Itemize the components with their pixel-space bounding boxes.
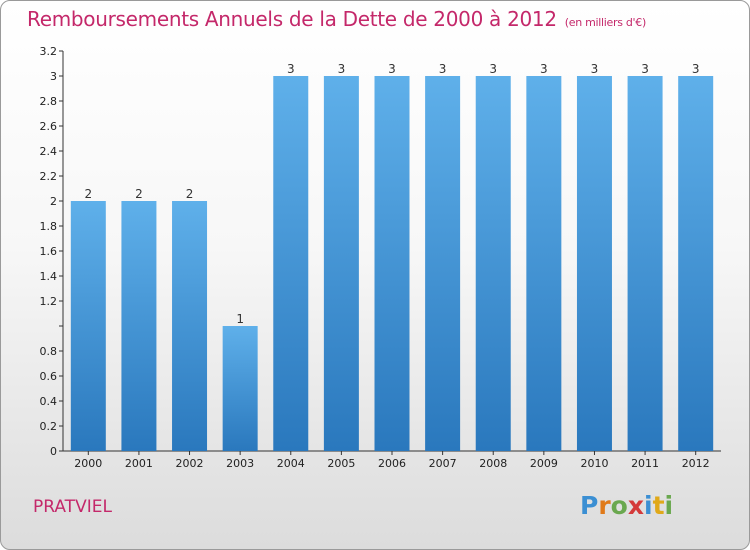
x-tick-label: 2010 xyxy=(580,457,608,470)
bar xyxy=(70,201,106,451)
bar xyxy=(172,201,208,451)
bar-value-label: 3 xyxy=(388,62,396,76)
y-tick-label: 1.4 xyxy=(40,270,58,283)
y-tick-label: 2.8 xyxy=(40,95,58,108)
bar-value-label: 3 xyxy=(439,62,447,76)
bar-value-label: 2 xyxy=(186,187,194,201)
bar xyxy=(374,76,410,451)
logo-letter: i xyxy=(664,491,674,520)
bar xyxy=(627,76,663,451)
proxiti-logo: Proxiti xyxy=(580,491,673,520)
bar xyxy=(678,76,714,451)
bar xyxy=(222,326,258,451)
bar-value-label: 3 xyxy=(338,62,346,76)
x-tick-label: 2012 xyxy=(682,457,710,470)
chart-bars: 2 2 2 1 3 3 3 3 3 3 3 3 3 xyxy=(70,62,714,451)
x-tick-label: 2003 xyxy=(226,457,254,470)
bar-value-label: 3 xyxy=(692,62,700,76)
bar-value-label: 3 xyxy=(489,62,497,76)
bar xyxy=(576,76,612,451)
chart-title-text: Remboursements Annuels de la Dette de 20… xyxy=(27,7,557,31)
y-tick-label: 1.2 xyxy=(40,295,58,308)
x-tick-label: 2007 xyxy=(429,457,457,470)
y-tick-label: 2 xyxy=(50,195,57,208)
logo-letter: o xyxy=(610,491,628,520)
logo-letter: r xyxy=(598,491,611,520)
x-tick-label: 2008 xyxy=(479,457,507,470)
bar-value-label: 3 xyxy=(287,62,295,76)
bar-value-label: 2 xyxy=(84,187,92,201)
y-tick-label: 2.4 xyxy=(40,145,58,158)
bar xyxy=(273,76,309,451)
y-tick-label: 1.6 xyxy=(40,245,58,258)
x-tick-label: 2000 xyxy=(74,457,102,470)
x-tick-label: 2009 xyxy=(530,457,558,470)
bar xyxy=(323,76,359,451)
y-tick-label: 3.2 xyxy=(40,45,58,58)
y-tick-label: 2.2 xyxy=(40,170,58,183)
commune-name: PRATVIEL xyxy=(33,497,112,517)
y-tick-label: 3 xyxy=(50,70,57,83)
bar-value-label: 3 xyxy=(540,62,548,76)
chart-unit-text: (en milliers d'€) xyxy=(564,16,646,29)
bar-value-label: 3 xyxy=(641,62,649,76)
y-tick-label: 0 xyxy=(50,445,57,458)
logo-letter: x xyxy=(627,491,644,520)
chart-title: Remboursements Annuels de la Dette de 20… xyxy=(27,7,646,31)
y-tick-label: 0.4 xyxy=(40,395,58,408)
bar xyxy=(526,76,562,451)
y-tick-label: 0.2 xyxy=(40,420,58,433)
logo-letter: P xyxy=(580,491,599,520)
logo-letter: t xyxy=(652,491,665,520)
y-tick-label: 0.8 xyxy=(40,345,58,358)
bar xyxy=(425,76,461,451)
logo-letter: i xyxy=(644,491,653,520)
bar-value-label: 1 xyxy=(236,312,244,326)
x-tick-label: 2002 xyxy=(176,457,204,470)
bar xyxy=(475,76,511,451)
x-tick-label: 2001 xyxy=(125,457,153,470)
x-tick-label: 2004 xyxy=(277,457,305,470)
x-tick-label: 2011 xyxy=(631,457,659,470)
y-tick-label: 1.8 xyxy=(40,220,58,233)
bar xyxy=(121,201,157,451)
x-tick-label: 2005 xyxy=(327,457,355,470)
y-tick-label: 2.6 xyxy=(40,120,58,133)
bar-value-label: 2 xyxy=(135,187,143,201)
y-tick-label: 0.6 xyxy=(40,370,58,383)
x-tick-label: 2006 xyxy=(378,457,406,470)
chart-axes: 0 0.2 0.4 0.6 0.8 1.2 1.4 1.6 1.8 2 2.2 2.4 2.6 2.8 3 3… xyxy=(40,45,721,470)
bar-value-label: 3 xyxy=(591,62,599,76)
